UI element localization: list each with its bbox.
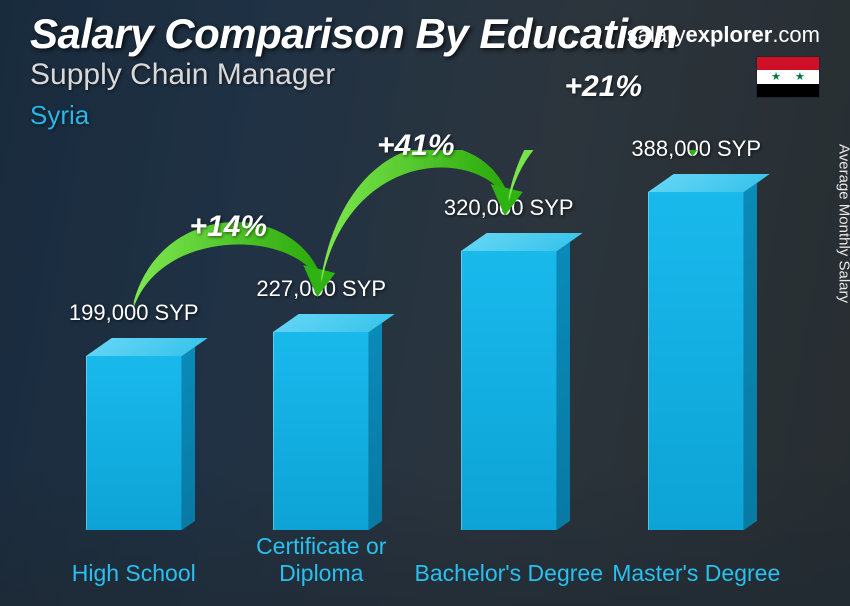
- bar-value: 199,000 SYP: [69, 300, 199, 326]
- increment-label: +41%: [377, 129, 455, 163]
- bar-group: 320,000 SYPBachelor's Degree: [419, 150, 599, 586]
- bar-side: [369, 323, 382, 530]
- flag-stars: ★★: [757, 70, 819, 83]
- bar-value: 388,000 SYP: [631, 136, 761, 162]
- bar-front: [648, 192, 744, 530]
- brand-prefix: salary: [627, 22, 686, 47]
- bar-value: 320,000 SYP: [444, 195, 574, 221]
- bar-front: [273, 332, 369, 530]
- bar-group: 388,000 SYPMaster's Degree: [606, 150, 786, 586]
- country: Syria: [30, 100, 89, 131]
- flag-stripe: ★★: [757, 70, 819, 83]
- bar-label: Bachelor's Degree: [404, 560, 614, 586]
- bar: [273, 332, 369, 530]
- bar: [648, 192, 744, 530]
- bar: [86, 356, 182, 530]
- bar-chart: 199,000 SYPHigh School227,000 SYPCertifi…: [40, 150, 790, 586]
- bar-side: [182, 347, 195, 530]
- job-title: Supply Chain Manager: [30, 58, 335, 92]
- bar-front: [86, 356, 182, 530]
- flag-stripe: [757, 84, 819, 97]
- increment-label: +14%: [190, 210, 268, 244]
- bar: [461, 251, 557, 530]
- y-axis-label: Average Monthly Salary: [836, 144, 850, 303]
- country-flag: ★★: [756, 56, 820, 98]
- bar-front: [461, 251, 557, 530]
- bar-value: 227,000 SYP: [256, 276, 386, 302]
- increment-label: +21%: [565, 70, 643, 104]
- brand-bold: explorer: [685, 22, 772, 47]
- page-title: Salary Comparison By Education: [30, 10, 678, 58]
- brand-suffix: .com: [772, 22, 820, 47]
- star-icon: ★: [795, 70, 805, 83]
- bar-side: [557, 242, 570, 530]
- bar-label: High School: [29, 560, 239, 586]
- flag-stripe: [757, 57, 819, 70]
- bar-label: Master's Degree: [591, 560, 801, 586]
- bar-side: [744, 183, 757, 530]
- star-icon: ★: [771, 70, 781, 83]
- bar-label: Certificate or Diploma: [216, 533, 426, 586]
- brand-logo: salaryexplorer.com: [627, 22, 820, 48]
